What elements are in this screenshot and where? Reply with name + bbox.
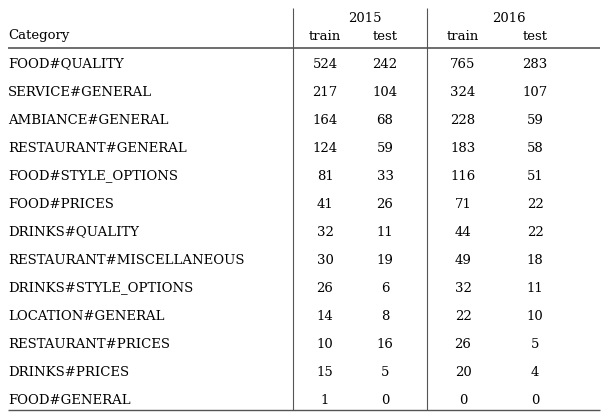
Text: 765: 765 [450, 58, 476, 71]
Text: 16: 16 [376, 337, 393, 351]
Text: test: test [523, 30, 548, 43]
Text: 2016: 2016 [492, 12, 526, 25]
Text: 164: 164 [312, 114, 337, 127]
Text: 71: 71 [454, 197, 472, 211]
Text: 283: 283 [522, 58, 548, 71]
Text: 11: 11 [376, 225, 393, 239]
Text: train: train [447, 30, 479, 43]
Text: 30: 30 [317, 253, 334, 267]
Text: 242: 242 [373, 58, 398, 71]
Text: 14: 14 [317, 309, 334, 323]
Text: 524: 524 [312, 58, 337, 71]
Text: 18: 18 [526, 253, 544, 267]
Text: 49: 49 [454, 253, 472, 267]
Text: 10: 10 [317, 337, 334, 351]
Text: 0: 0 [531, 393, 539, 406]
Text: 26: 26 [454, 337, 472, 351]
Text: RESTAURANT#MISCELLANEOUS: RESTAURANT#MISCELLANEOUS [8, 253, 245, 267]
Text: 116: 116 [450, 170, 476, 183]
Text: FOOD#GENERAL: FOOD#GENERAL [8, 393, 131, 406]
Text: 4: 4 [531, 365, 539, 379]
Text: 41: 41 [317, 197, 334, 211]
Text: 26: 26 [376, 197, 393, 211]
Text: 10: 10 [526, 309, 544, 323]
Text: 5: 5 [381, 365, 389, 379]
Text: 51: 51 [526, 170, 544, 183]
Text: 15: 15 [317, 365, 334, 379]
Text: 2015: 2015 [348, 12, 382, 25]
Text: 58: 58 [526, 142, 544, 155]
Text: FOOD#PRICES: FOOD#PRICES [8, 197, 114, 211]
Text: 44: 44 [454, 225, 472, 239]
Text: 8: 8 [381, 309, 389, 323]
Text: 22: 22 [526, 197, 544, 211]
Text: 11: 11 [526, 281, 544, 295]
Text: RESTAURANT#GENERAL: RESTAURANT#GENERAL [8, 142, 187, 155]
Text: 0: 0 [381, 393, 389, 406]
Text: 32: 32 [317, 225, 334, 239]
Text: 33: 33 [376, 170, 393, 183]
Text: AMBIANCE#GENERAL: AMBIANCE#GENERAL [8, 114, 168, 127]
Text: train: train [309, 30, 341, 43]
Text: 20: 20 [454, 365, 472, 379]
Text: 124: 124 [312, 142, 337, 155]
Text: 81: 81 [317, 170, 334, 183]
Text: 324: 324 [450, 86, 476, 99]
Text: DRINKS#STYLE_OPTIONS: DRINKS#STYLE_OPTIONS [8, 281, 193, 295]
Text: 228: 228 [450, 114, 476, 127]
Text: FOOD#QUALITY: FOOD#QUALITY [8, 58, 124, 71]
Text: FOOD#STYLE_OPTIONS: FOOD#STYLE_OPTIONS [8, 170, 178, 183]
Text: SERVICE#GENERAL: SERVICE#GENERAL [8, 86, 152, 99]
Text: 26: 26 [317, 281, 334, 295]
Text: 32: 32 [454, 281, 472, 295]
Text: 104: 104 [373, 86, 398, 99]
Text: 6: 6 [381, 281, 389, 295]
Text: 107: 107 [522, 86, 548, 99]
Text: 59: 59 [376, 142, 393, 155]
Text: 183: 183 [450, 142, 476, 155]
Text: 22: 22 [526, 225, 544, 239]
Text: 68: 68 [376, 114, 393, 127]
Text: 1: 1 [321, 393, 329, 406]
Text: 5: 5 [531, 337, 539, 351]
Text: 217: 217 [312, 86, 337, 99]
Text: 59: 59 [526, 114, 544, 127]
Text: DRINKS#PRICES: DRINKS#PRICES [8, 365, 129, 379]
Text: Category: Category [8, 30, 70, 43]
Text: 22: 22 [454, 309, 472, 323]
Text: LOCATION#GENERAL: LOCATION#GENERAL [8, 309, 165, 323]
Text: test: test [373, 30, 398, 43]
Text: DRINKS#QUALITY: DRINKS#QUALITY [8, 225, 139, 239]
Text: 19: 19 [376, 253, 393, 267]
Text: 0: 0 [459, 393, 467, 406]
Text: RESTAURANT#PRICES: RESTAURANT#PRICES [8, 337, 170, 351]
